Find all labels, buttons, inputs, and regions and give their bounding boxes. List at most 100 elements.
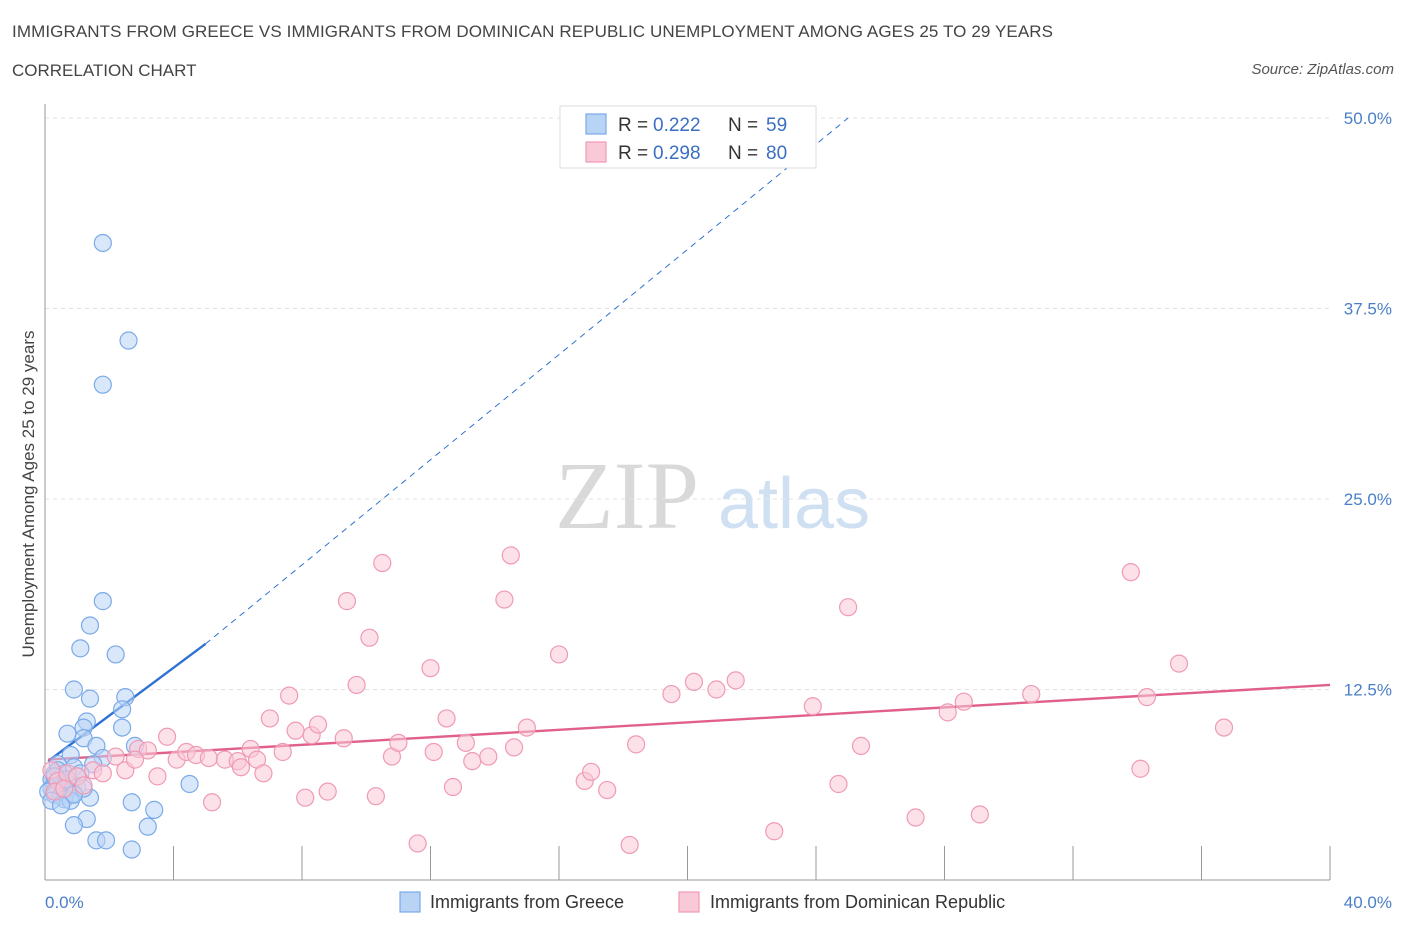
point-s1-68 — [906, 808, 925, 827]
point-s1-49 — [495, 590, 514, 609]
point-s1-74 — [1131, 759, 1150, 778]
y-tick-labels: 12.5% 25.0% 37.5% 50.0% — [1344, 109, 1392, 700]
chart-subtitle: CORRELATION CHART — [12, 61, 197, 80]
point-s1-75 — [1137, 688, 1156, 707]
point-s0-52 — [122, 840, 141, 859]
series-legend-swatch-greece — [399, 891, 421, 913]
axes — [44, 104, 1331, 881]
point-s1-21 — [231, 758, 251, 777]
point-s0-8 — [80, 689, 100, 708]
point-s1-65 — [829, 774, 848, 794]
stats-legend: R = 0.222 N = 59 R = 0.298 N = 80 — [559, 105, 817, 169]
data-points — [39, 233, 1234, 859]
point-s1-57 — [620, 835, 639, 855]
trend-lines — [47, 117, 1331, 763]
point-s1-41 — [408, 834, 427, 853]
point-s1-28 — [286, 721, 305, 740]
point-s1-51 — [504, 738, 524, 757]
point-s1-52 — [517, 718, 536, 737]
point-s1-31 — [308, 715, 328, 734]
point-s1-36 — [360, 628, 379, 647]
point-s0-4 — [80, 616, 100, 635]
trend-line-1 — [48, 683, 1331, 761]
point-s1-46 — [456, 733, 475, 752]
point-s1-24 — [254, 764, 273, 783]
point-s1-67 — [851, 736, 871, 755]
y-axis-label: Unemployment Among Ages 25 to 29 years — [19, 331, 38, 658]
point-s0-6 — [106, 645, 125, 664]
point-s0-49 — [138, 817, 157, 836]
legend-n-value-dominican: 80 — [766, 143, 787, 164]
point-s1-66 — [839, 598, 858, 617]
point-s0-0 — [93, 233, 112, 253]
watermark-atlas: atlas — [718, 464, 870, 544]
point-s1-32 — [318, 782, 337, 801]
y-tick-label-0: 12.5% — [1344, 681, 1392, 700]
point-s0-14 — [58, 724, 77, 743]
point-s1-13 — [157, 727, 177, 746]
legend-r-value-greece: 0.222 — [653, 115, 701, 136]
point-s1-69 — [938, 703, 957, 722]
legend-n-label-dominican: N = — [728, 143, 763, 164]
point-s1-12 — [148, 767, 167, 786]
point-s1-38 — [373, 553, 392, 573]
point-s1-47 — [463, 752, 482, 771]
point-s1-63 — [765, 822, 784, 841]
point-s1-76 — [1169, 654, 1189, 673]
point-s1-17 — [199, 748, 218, 768]
point-s1-50 — [501, 546, 520, 565]
y-tick-label-3: 50.0% — [1344, 109, 1392, 128]
point-s0-44 — [122, 793, 141, 812]
legend-n-label-greece: N = — [728, 115, 763, 136]
point-s0-51 — [96, 831, 116, 850]
point-s1-59 — [662, 684, 681, 704]
legend-n-value-greece: 59 — [766, 115, 787, 136]
y-tick-label-2: 37.5% — [1344, 300, 1392, 319]
point-s1-37 — [366, 787, 385, 806]
x-tick-label-min: 0.0% — [45, 893, 84, 912]
legend-r-label-dominican: R = — [618, 143, 653, 164]
point-s0-3 — [93, 592, 112, 611]
series-legend-label-greece: Immigrants from Greece — [430, 892, 624, 912]
x-tick-label-max: 40.0% — [1344, 893, 1392, 912]
point-s1-34 — [337, 592, 357, 611]
point-s1-25 — [260, 709, 279, 728]
point-s1-43 — [424, 742, 443, 762]
point-s0-43 — [180, 774, 199, 794]
point-s0-13 — [112, 718, 132, 737]
point-s1-44 — [437, 709, 456, 728]
point-s1-5 — [55, 779, 74, 798]
point-s1-61 — [707, 680, 726, 699]
point-s1-72 — [1022, 684, 1041, 704]
series-legend: Immigrants from Greece Immigrants from D… — [399, 891, 1005, 913]
point-s0-10 — [112, 700, 132, 719]
point-s1-26 — [273, 742, 292, 762]
point-s1-8 — [106, 747, 125, 766]
point-s1-18 — [202, 793, 222, 812]
point-s1-78 — [74, 776, 93, 795]
point-s0-7 — [64, 680, 84, 699]
point-s1-48 — [479, 747, 498, 766]
point-s1-60 — [684, 672, 704, 691]
point-s1-29 — [296, 788, 315, 807]
point-s1-55 — [582, 762, 601, 781]
point-s1-77 — [1214, 718, 1234, 737]
point-s1-70 — [954, 692, 973, 711]
point-s0-5 — [71, 639, 90, 658]
point-s0-1 — [119, 331, 138, 350]
legend-r-label-greece: R = — [618, 115, 653, 136]
point-s1-53 — [549, 645, 569, 664]
legend-r-value-dominican: 0.298 — [653, 143, 701, 164]
grid-lines — [45, 117, 1330, 690]
legend-swatch-greece — [585, 113, 607, 135]
series-legend-swatch-dominican — [678, 891, 700, 913]
point-s1-33 — [334, 729, 353, 748]
point-s1-40 — [389, 733, 408, 752]
watermark-zip: ZIP — [555, 442, 699, 549]
point-s1-64 — [803, 697, 822, 716]
point-s1-45 — [443, 777, 463, 797]
chart-title: IMMIGRANTS FROM GREECE VS IMMIGRANTS FRO… — [12, 22, 1054, 41]
point-s1-62 — [726, 671, 745, 690]
point-s1-79 — [125, 750, 145, 769]
point-s1-27 — [280, 686, 299, 705]
